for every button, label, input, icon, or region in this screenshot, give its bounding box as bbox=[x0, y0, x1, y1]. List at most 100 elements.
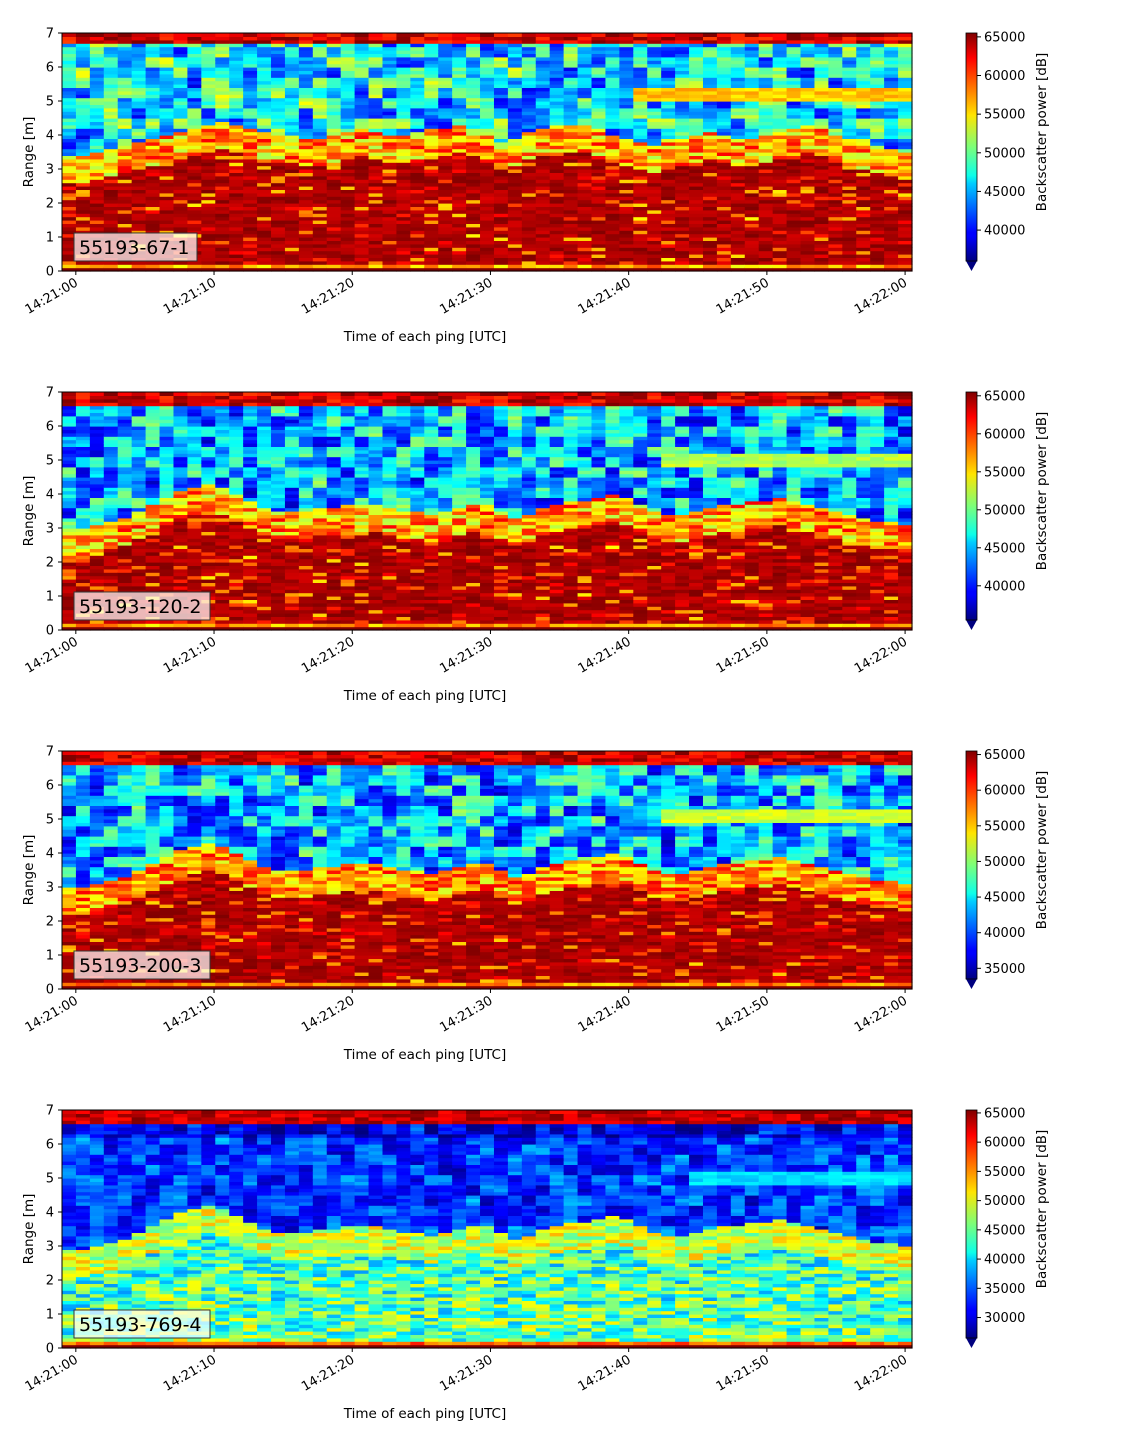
heatmap-cell bbox=[62, 155, 77, 160]
heatmap-cell bbox=[117, 562, 133, 566]
heatmap-cell bbox=[145, 402, 161, 407]
heatmap-cell bbox=[507, 43, 523, 48]
heatmap-cell bbox=[730, 77, 746, 82]
heatmap-cell bbox=[382, 260, 398, 265]
heatmap-cell bbox=[145, 67, 161, 71]
heatmap-cell bbox=[410, 165, 425, 170]
heatmap-cell bbox=[89, 206, 105, 211]
heatmap-cell bbox=[828, 230, 843, 235]
heatmap-cell bbox=[159, 545, 175, 549]
heatmap-cell bbox=[758, 39, 774, 44]
heatmap-cell bbox=[689, 50, 704, 54]
heatmap-cell bbox=[243, 237, 258, 241]
heatmap-cell bbox=[786, 148, 802, 153]
heatmap-cell bbox=[354, 138, 370, 143]
heatmap-cell bbox=[702, 97, 718, 102]
heatmap-cell bbox=[647, 182, 662, 187]
heatmap-cell bbox=[298, 186, 314, 190]
heatmap-cell bbox=[730, 87, 746, 92]
heatmap-cell bbox=[396, 104, 411, 109]
heatmap-cell bbox=[675, 233, 690, 238]
heatmap-cell bbox=[842, 114, 857, 119]
heatmap-cell bbox=[326, 243, 342, 248]
heatmap-cell bbox=[716, 206, 732, 211]
heatmap-cell bbox=[187, 500, 202, 505]
heatmap-cell bbox=[215, 63, 230, 68]
heatmap-cell bbox=[493, 138, 509, 143]
heatmap-cell bbox=[201, 152, 216, 156]
heatmap-cell bbox=[215, 247, 230, 252]
heatmap-cell bbox=[591, 107, 607, 112]
heatmap-cell bbox=[563, 118, 579, 122]
heatmap-cell bbox=[145, 446, 161, 451]
heatmap-cell bbox=[633, 152, 648, 156]
heatmap-cell bbox=[758, 216, 774, 221]
heatmap-cell bbox=[312, 233, 328, 238]
heatmap-cell bbox=[438, 121, 453, 126]
heatmap-cell bbox=[173, 60, 189, 65]
heatmap-cell bbox=[786, 101, 802, 105]
heatmap-cell bbox=[131, 196, 147, 201]
heatmap-cell bbox=[131, 477, 147, 481]
heatmap-cell bbox=[577, 226, 593, 231]
heatmap-cell bbox=[438, 182, 453, 187]
heatmap-cell bbox=[842, 189, 857, 194]
heatmap-cell bbox=[257, 135, 272, 139]
heatmap-cell bbox=[117, 135, 133, 139]
heatmap-cell bbox=[75, 135, 91, 139]
heatmap-cell bbox=[103, 107, 119, 112]
heatmap-cell bbox=[75, 511, 91, 515]
heatmap-cell bbox=[424, 135, 439, 139]
heatmap-cell bbox=[466, 260, 481, 265]
heatmap-cell bbox=[521, 240, 537, 245]
heatmap-cell bbox=[201, 148, 216, 153]
heatmap-cell bbox=[535, 121, 551, 126]
heatmap-cell bbox=[828, 39, 843, 44]
heatmap-cell bbox=[856, 60, 871, 65]
heatmap-cell bbox=[243, 97, 258, 102]
heatmap-cell bbox=[131, 104, 147, 109]
heatmap-cell bbox=[466, 233, 481, 238]
heatmap-cell bbox=[716, 203, 732, 207]
heatmap-cell bbox=[633, 80, 648, 85]
heatmap-cell bbox=[898, 233, 913, 238]
heatmap-cell bbox=[521, 260, 537, 265]
heatmap-cell bbox=[62, 73, 77, 78]
heatmap-cell bbox=[103, 473, 119, 478]
heatmap-cell bbox=[716, 213, 732, 218]
heatmap-cell bbox=[424, 199, 439, 204]
heatmap-cell bbox=[103, 477, 119, 481]
heatmap-cell bbox=[75, 260, 91, 265]
heatmap-cell bbox=[493, 90, 509, 95]
heatmap-cell bbox=[159, 568, 175, 573]
heatmap-cell bbox=[243, 226, 258, 231]
heatmap-cell bbox=[758, 43, 774, 48]
heatmap-cell bbox=[62, 135, 77, 139]
heatmap-cell bbox=[842, 124, 857, 129]
heatmap-cell bbox=[438, 186, 453, 190]
heatmap-cell bbox=[898, 90, 913, 95]
heatmap-cell bbox=[145, 514, 161, 519]
heatmap-cell bbox=[633, 39, 648, 44]
heatmap-cell bbox=[257, 148, 272, 153]
heatmap-cell bbox=[396, 94, 411, 99]
heatmap-cell bbox=[800, 240, 816, 245]
heatmap-cell bbox=[661, 56, 676, 61]
heatmap-cell bbox=[828, 155, 843, 160]
heatmap-cell bbox=[424, 226, 439, 231]
heatmap-cell bbox=[187, 46, 202, 51]
heatmap-cell bbox=[772, 155, 788, 160]
heatmap-cell bbox=[758, 138, 774, 143]
heatmap-cell bbox=[340, 169, 356, 173]
heatmap-cell bbox=[215, 90, 230, 95]
heatmap-cell bbox=[647, 97, 662, 102]
heatmap-cell bbox=[605, 39, 620, 44]
heatmap-cell bbox=[89, 216, 105, 221]
heatmap-cell bbox=[75, 477, 91, 481]
heatmap-cell bbox=[786, 131, 802, 136]
heatmap-cell bbox=[62, 182, 77, 187]
heatmap-cell bbox=[396, 118, 411, 122]
heatmap-cell bbox=[563, 121, 579, 126]
heatmap-cell bbox=[716, 243, 732, 248]
heatmap-cell bbox=[716, 67, 732, 71]
